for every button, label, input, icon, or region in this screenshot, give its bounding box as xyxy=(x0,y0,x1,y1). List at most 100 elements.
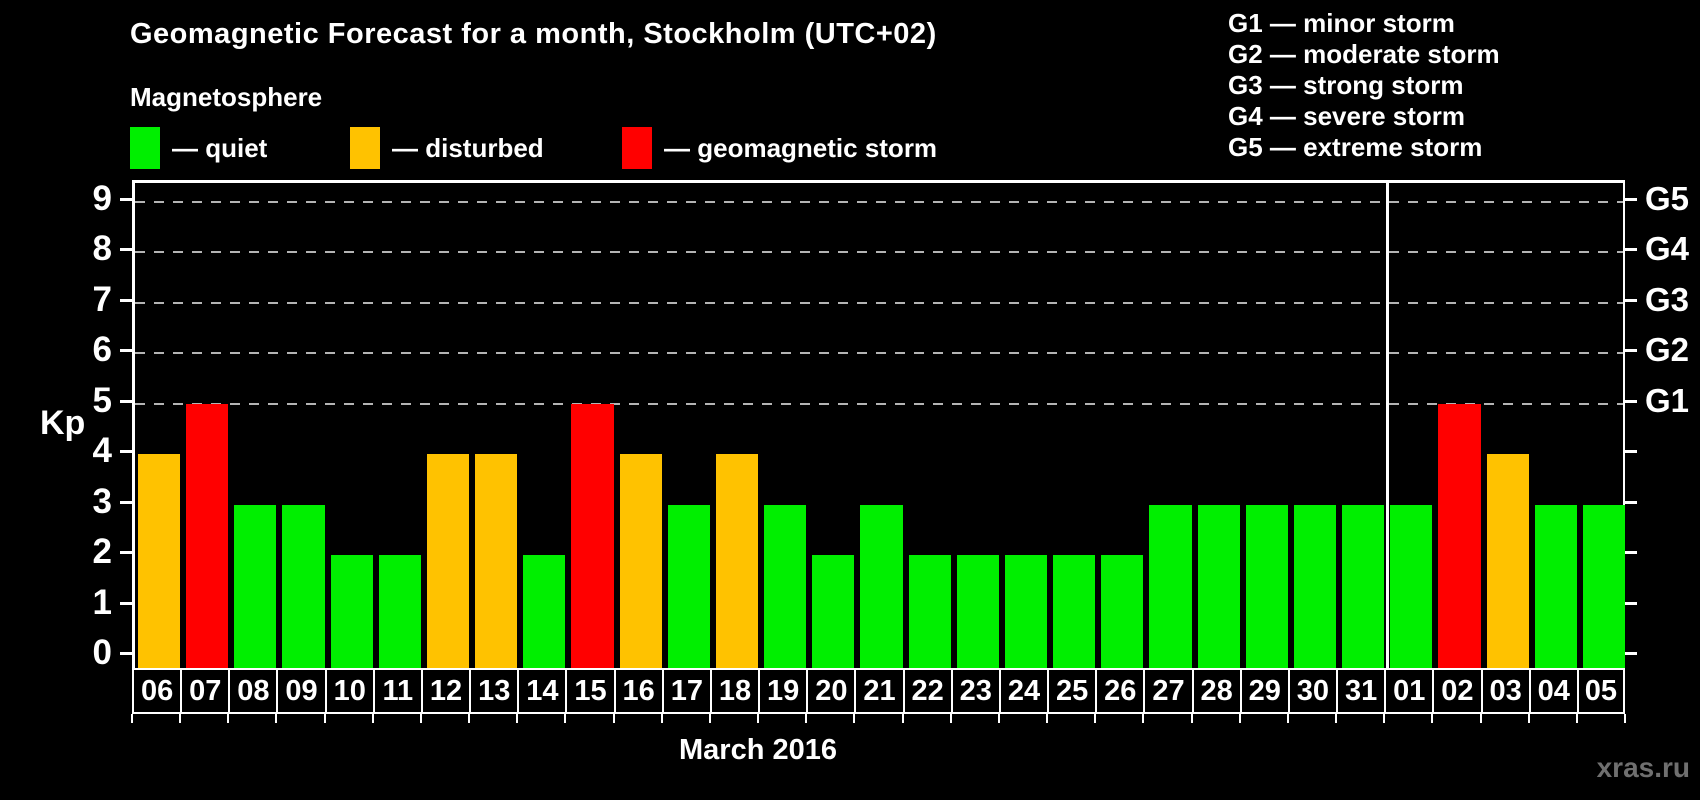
day-boundary-tick-23 xyxy=(1238,714,1241,723)
watermark: xras.ru xyxy=(1596,752,1690,783)
disturbed-color-swatch xyxy=(350,127,380,169)
day-boundary-tick-16 xyxy=(901,714,904,723)
kp-bar-day-27 xyxy=(1149,504,1192,671)
day-cell-01: 01 xyxy=(1384,668,1435,714)
g-level-label-g2: G2 xyxy=(1645,331,1690,368)
day-boundary-tick-8 xyxy=(516,714,519,723)
gridline-kp7 xyxy=(135,301,1623,304)
g-level-label-g5: G5 xyxy=(1645,179,1690,217)
day-boundary-tick-6 xyxy=(419,714,422,723)
day-boundary-tick-19 xyxy=(1046,714,1049,723)
kp-bar-day-18 xyxy=(715,454,759,671)
day-cell-31: 31 xyxy=(1336,668,1387,714)
day-boundary-tick-15 xyxy=(853,714,856,723)
kp-bar-day-06 xyxy=(138,454,181,671)
right-axis-tick-7 xyxy=(1625,298,1637,302)
day-cell-09: 09 xyxy=(276,668,327,714)
kp-bar-day-03 xyxy=(1486,454,1529,671)
legend-item-storm: — geomagnetic storm xyxy=(622,126,937,170)
g-level-label-g3: G3 xyxy=(1645,280,1690,318)
y-axis-label-7: 7 xyxy=(92,279,112,319)
y-axis-label-8: 8 xyxy=(92,229,112,268)
legend-item-quiet: — quiet xyxy=(130,126,267,170)
kp-bar-day-10 xyxy=(330,555,373,671)
kp-bar-day-31 xyxy=(1342,504,1385,671)
plot-area xyxy=(132,180,1625,671)
right-axis-tick-3 xyxy=(1625,500,1637,504)
day-cell-13: 13 xyxy=(469,668,520,714)
left-axis-tick-1 xyxy=(120,601,132,605)
day-boundary-tick-9 xyxy=(564,714,567,723)
day-boundary-tick-30 xyxy=(1575,714,1578,723)
kp-bar-day-20 xyxy=(812,555,855,671)
y-axis-label-0: 0 xyxy=(92,633,112,672)
day-cell-19: 19 xyxy=(758,668,809,714)
day-boundary-tick-17 xyxy=(949,714,952,723)
day-boundary-tick-28 xyxy=(1479,714,1482,723)
day-cell-27: 27 xyxy=(1143,668,1194,714)
legend-label-quiet: — quiet xyxy=(172,132,268,163)
left-axis-tick-7 xyxy=(120,298,132,302)
day-cell-05: 05 xyxy=(1576,668,1625,714)
left-axis-tick-8 xyxy=(120,248,132,251)
day-axis-row: 06 07 08 09 10 11 12 13 14 15 16 17 18 19 20 21 22 23 24 25… xyxy=(131,668,1627,723)
x-axis-title: March 2016 xyxy=(679,734,837,766)
left-axis-tick-2 xyxy=(120,551,132,554)
g-scale-line-g5: G5 — extreme storm xyxy=(1228,132,1483,162)
day-cell-07: 07 xyxy=(180,668,231,714)
day-boundary-tick-29 xyxy=(1527,714,1530,723)
kp-bar-day-16 xyxy=(619,454,662,671)
day-cell-04: 04 xyxy=(1528,668,1579,714)
kp-bar-day-08 xyxy=(234,504,277,671)
day-cell-21: 21 xyxy=(854,668,905,714)
y-axis-label-9: 9 xyxy=(92,178,112,218)
g-scale-line-g3: G3 — strong storm xyxy=(1228,70,1464,100)
gridline-kp8 xyxy=(135,251,1623,253)
left-axis-tick-9 xyxy=(120,197,132,201)
day-cell-29: 29 xyxy=(1239,668,1290,714)
day-boundary-tick-4 xyxy=(323,714,326,723)
day-boundary-tick-27 xyxy=(1431,714,1434,723)
day-cell-16: 16 xyxy=(613,668,664,714)
right-axis-tick-0 xyxy=(1625,652,1637,655)
day-boundary-tick-14 xyxy=(805,714,808,723)
day-cell-08: 08 xyxy=(228,668,279,714)
day-cell-20: 20 xyxy=(806,668,857,714)
day-boundary-tick-7 xyxy=(468,714,471,723)
day-cell-28: 28 xyxy=(1191,668,1242,714)
kp-bar-day-19 xyxy=(764,504,807,671)
g-scale-line-g4: G4 — severe storm xyxy=(1228,101,1466,131)
y-axis-label-6: 6 xyxy=(92,330,112,369)
right-axis-tick-1 xyxy=(1625,601,1637,605)
day-cell-14: 14 xyxy=(517,668,568,714)
kp-bar-day-01 xyxy=(1390,504,1433,671)
chart-title: Geomagnetic Forecast for a month, Stockh… xyxy=(130,18,937,50)
kp-bar-day-21 xyxy=(860,504,903,671)
y-axis-title: Kp xyxy=(40,404,86,442)
day-cell-11: 11 xyxy=(372,668,423,714)
day-cell-12: 12 xyxy=(420,668,472,714)
legend-label-disturbed: — disturbed xyxy=(392,132,544,163)
right-axis-tick-6 xyxy=(1625,349,1637,352)
gridline-kp9 xyxy=(135,200,1623,203)
day-boundary-tick-24 xyxy=(1286,714,1289,723)
day-cell-10: 10 xyxy=(324,668,375,714)
left-axis-tick-0 xyxy=(120,652,132,655)
kp-bar-day-09 xyxy=(282,504,325,671)
day-cell-03: 03 xyxy=(1480,668,1531,714)
g-scale-line-g2: G2 — moderate storm xyxy=(1228,39,1500,69)
right-axis-tick-2 xyxy=(1625,551,1637,554)
day-cell-15: 15 xyxy=(565,668,616,714)
y-axis-label-3: 3 xyxy=(92,481,112,521)
left-axis-tick-6 xyxy=(120,349,132,352)
day-cell-25: 25 xyxy=(1047,668,1098,714)
left-axis-tick-5 xyxy=(120,399,132,403)
day-cell-22: 22 xyxy=(902,668,953,714)
kp-bar-day-24 xyxy=(1004,555,1048,671)
kp-bar-day-15 xyxy=(571,403,614,671)
kp-bar-day-30 xyxy=(1293,504,1337,671)
day-cell-30: 30 xyxy=(1287,668,1339,714)
day-boundary-tick-20 xyxy=(1094,714,1097,723)
left-axis-tick-4 xyxy=(120,450,132,453)
day-boundary-tick-21 xyxy=(1142,714,1145,723)
